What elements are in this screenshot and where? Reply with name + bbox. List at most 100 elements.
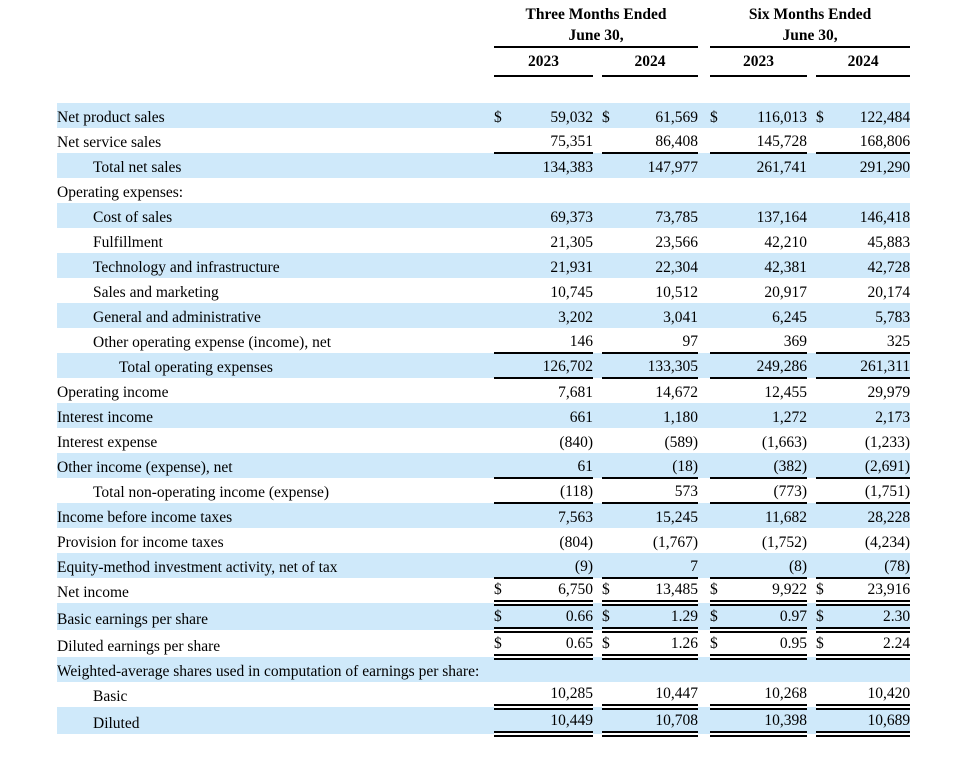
value-cell: 369 (730, 328, 808, 354)
currency-cell: $ (494, 603, 514, 633)
value-cell: 10,285 (514, 682, 593, 710)
value-cell: (589) (664, 434, 699, 451)
column-gap (807, 682, 816, 707)
table-row: General and administrative 3,202 3,041 6,24… (57, 303, 911, 328)
value-cell: 75,351 (514, 128, 593, 154)
value-cell: 6,750 (514, 578, 593, 606)
column-gap (698, 707, 710, 734)
column-gap (593, 553, 602, 578)
currency-cell (494, 153, 514, 178)
column-gap (698, 378, 710, 403)
column-gap (698, 403, 710, 428)
value-cell: 73,785 (655, 209, 699, 226)
table-row: Provision for income taxes (804) (1,767) (1… (57, 528, 910, 553)
currency-cell (710, 528, 730, 553)
column-gap (807, 128, 816, 153)
row-label: Net service sales (57, 134, 162, 151)
currency-cell (494, 228, 514, 253)
value-cell: 14,672 (655, 384, 699, 401)
table-row: Basic 10,285 10,447 10,268 10,420 (57, 682, 911, 710)
header-spacer (57, 47, 494, 76)
currency-cell (816, 278, 836, 303)
value-cell: 29,979 (867, 384, 911, 401)
value-cell: 0.95 (730, 630, 808, 660)
table-row: Technology and infrastructure 21,931 22,30… (57, 253, 911, 278)
row-label: Income before income taxes (57, 509, 233, 526)
currency-cell (816, 253, 836, 278)
currency-cell (602, 178, 622, 203)
column-gap (807, 153, 816, 178)
row-label: Diluted (93, 715, 140, 732)
table-row: Fulfillment 21,305 23,566 42,210 45,883 (57, 228, 910, 253)
column-gap (698, 228, 710, 253)
column-gap (698, 578, 710, 603)
value-cell: 10,268 (730, 682, 808, 710)
currency-cell (710, 178, 730, 203)
currency-cell (494, 528, 514, 553)
currency-cell: $ (816, 603, 837, 633)
column-gap (807, 178, 816, 203)
currency-cell (602, 428, 622, 453)
value-cell: 11,682 (764, 509, 808, 526)
value-cell: (382) (730, 453, 808, 479)
value-cell (836, 178, 910, 203)
currency-cell (602, 528, 622, 553)
column-gap (593, 630, 602, 657)
column-gap (593, 682, 602, 707)
column-gap (698, 428, 710, 453)
value-cell: 147,977 (647, 159, 699, 176)
period-header-three-months: Three Months Ended June 30, (494, 4, 699, 48)
column-gap (698, 253, 710, 278)
table-header: Three Months Ended June 30, Six Months E… (57, 4, 911, 103)
column-gap (807, 253, 816, 278)
column-gap (698, 478, 710, 503)
currency-cell (710, 478, 731, 504)
currency-cell (494, 403, 514, 428)
column-gap (698, 453, 710, 478)
currency-cell (816, 528, 836, 553)
value-cell: (118) (514, 478, 593, 504)
value-cell: 122,484 (859, 109, 911, 126)
value-cell: 0.97 (730, 603, 808, 633)
column-gap (698, 353, 710, 378)
currency-cell: $ (494, 109, 502, 126)
value-cell: 69,373 (550, 209, 593, 226)
column-gap (593, 657, 602, 682)
value-cell: 42,381 (764, 259, 808, 276)
value-cell: 134,383 (542, 159, 593, 176)
value-cell: 12,455 (764, 384, 808, 401)
row-label: Net product sales (57, 109, 165, 126)
row-label: Total operating expenses (119, 359, 273, 376)
row-label: Total net sales (93, 159, 182, 176)
currency-cell (710, 682, 731, 710)
currency-cell: $ (602, 630, 622, 660)
value-cell: (1,767) (652, 534, 699, 551)
value-cell: 0.66 (514, 603, 593, 633)
column-gap (807, 478, 816, 503)
value-cell: 3,041 (663, 309, 699, 326)
period-header-row: Three Months Ended June 30, Six Months E… (57, 4, 911, 48)
value-cell: 0.65 (514, 630, 593, 660)
year-header-row: 2023 2024 2023 2024 (57, 47, 911, 77)
value-cell: (1,751) (836, 478, 911, 504)
currency-cell (602, 328, 622, 354)
column-gap (807, 303, 816, 328)
value-cell: 1.29 (622, 603, 699, 633)
value-cell (622, 178, 698, 203)
value-cell: 97 (622, 328, 699, 354)
column-gap (593, 303, 602, 328)
currency-cell (602, 657, 622, 682)
value-cell: 168,806 (836, 128, 911, 154)
column-gap (698, 682, 710, 707)
column-gap (807, 503, 816, 528)
value-cell: 146,418 (859, 209, 911, 226)
column-gap (698, 47, 710, 76)
value-cell: 45,883 (867, 234, 911, 251)
period-title-line1: Six Months Ended (748, 6, 872, 23)
row-label: Weighted-average shares used in computat… (57, 663, 480, 680)
currency-cell (494, 178, 514, 203)
value-cell: 20,174 (867, 284, 911, 301)
column-gap (698, 603, 710, 630)
column-gap (593, 453, 602, 478)
